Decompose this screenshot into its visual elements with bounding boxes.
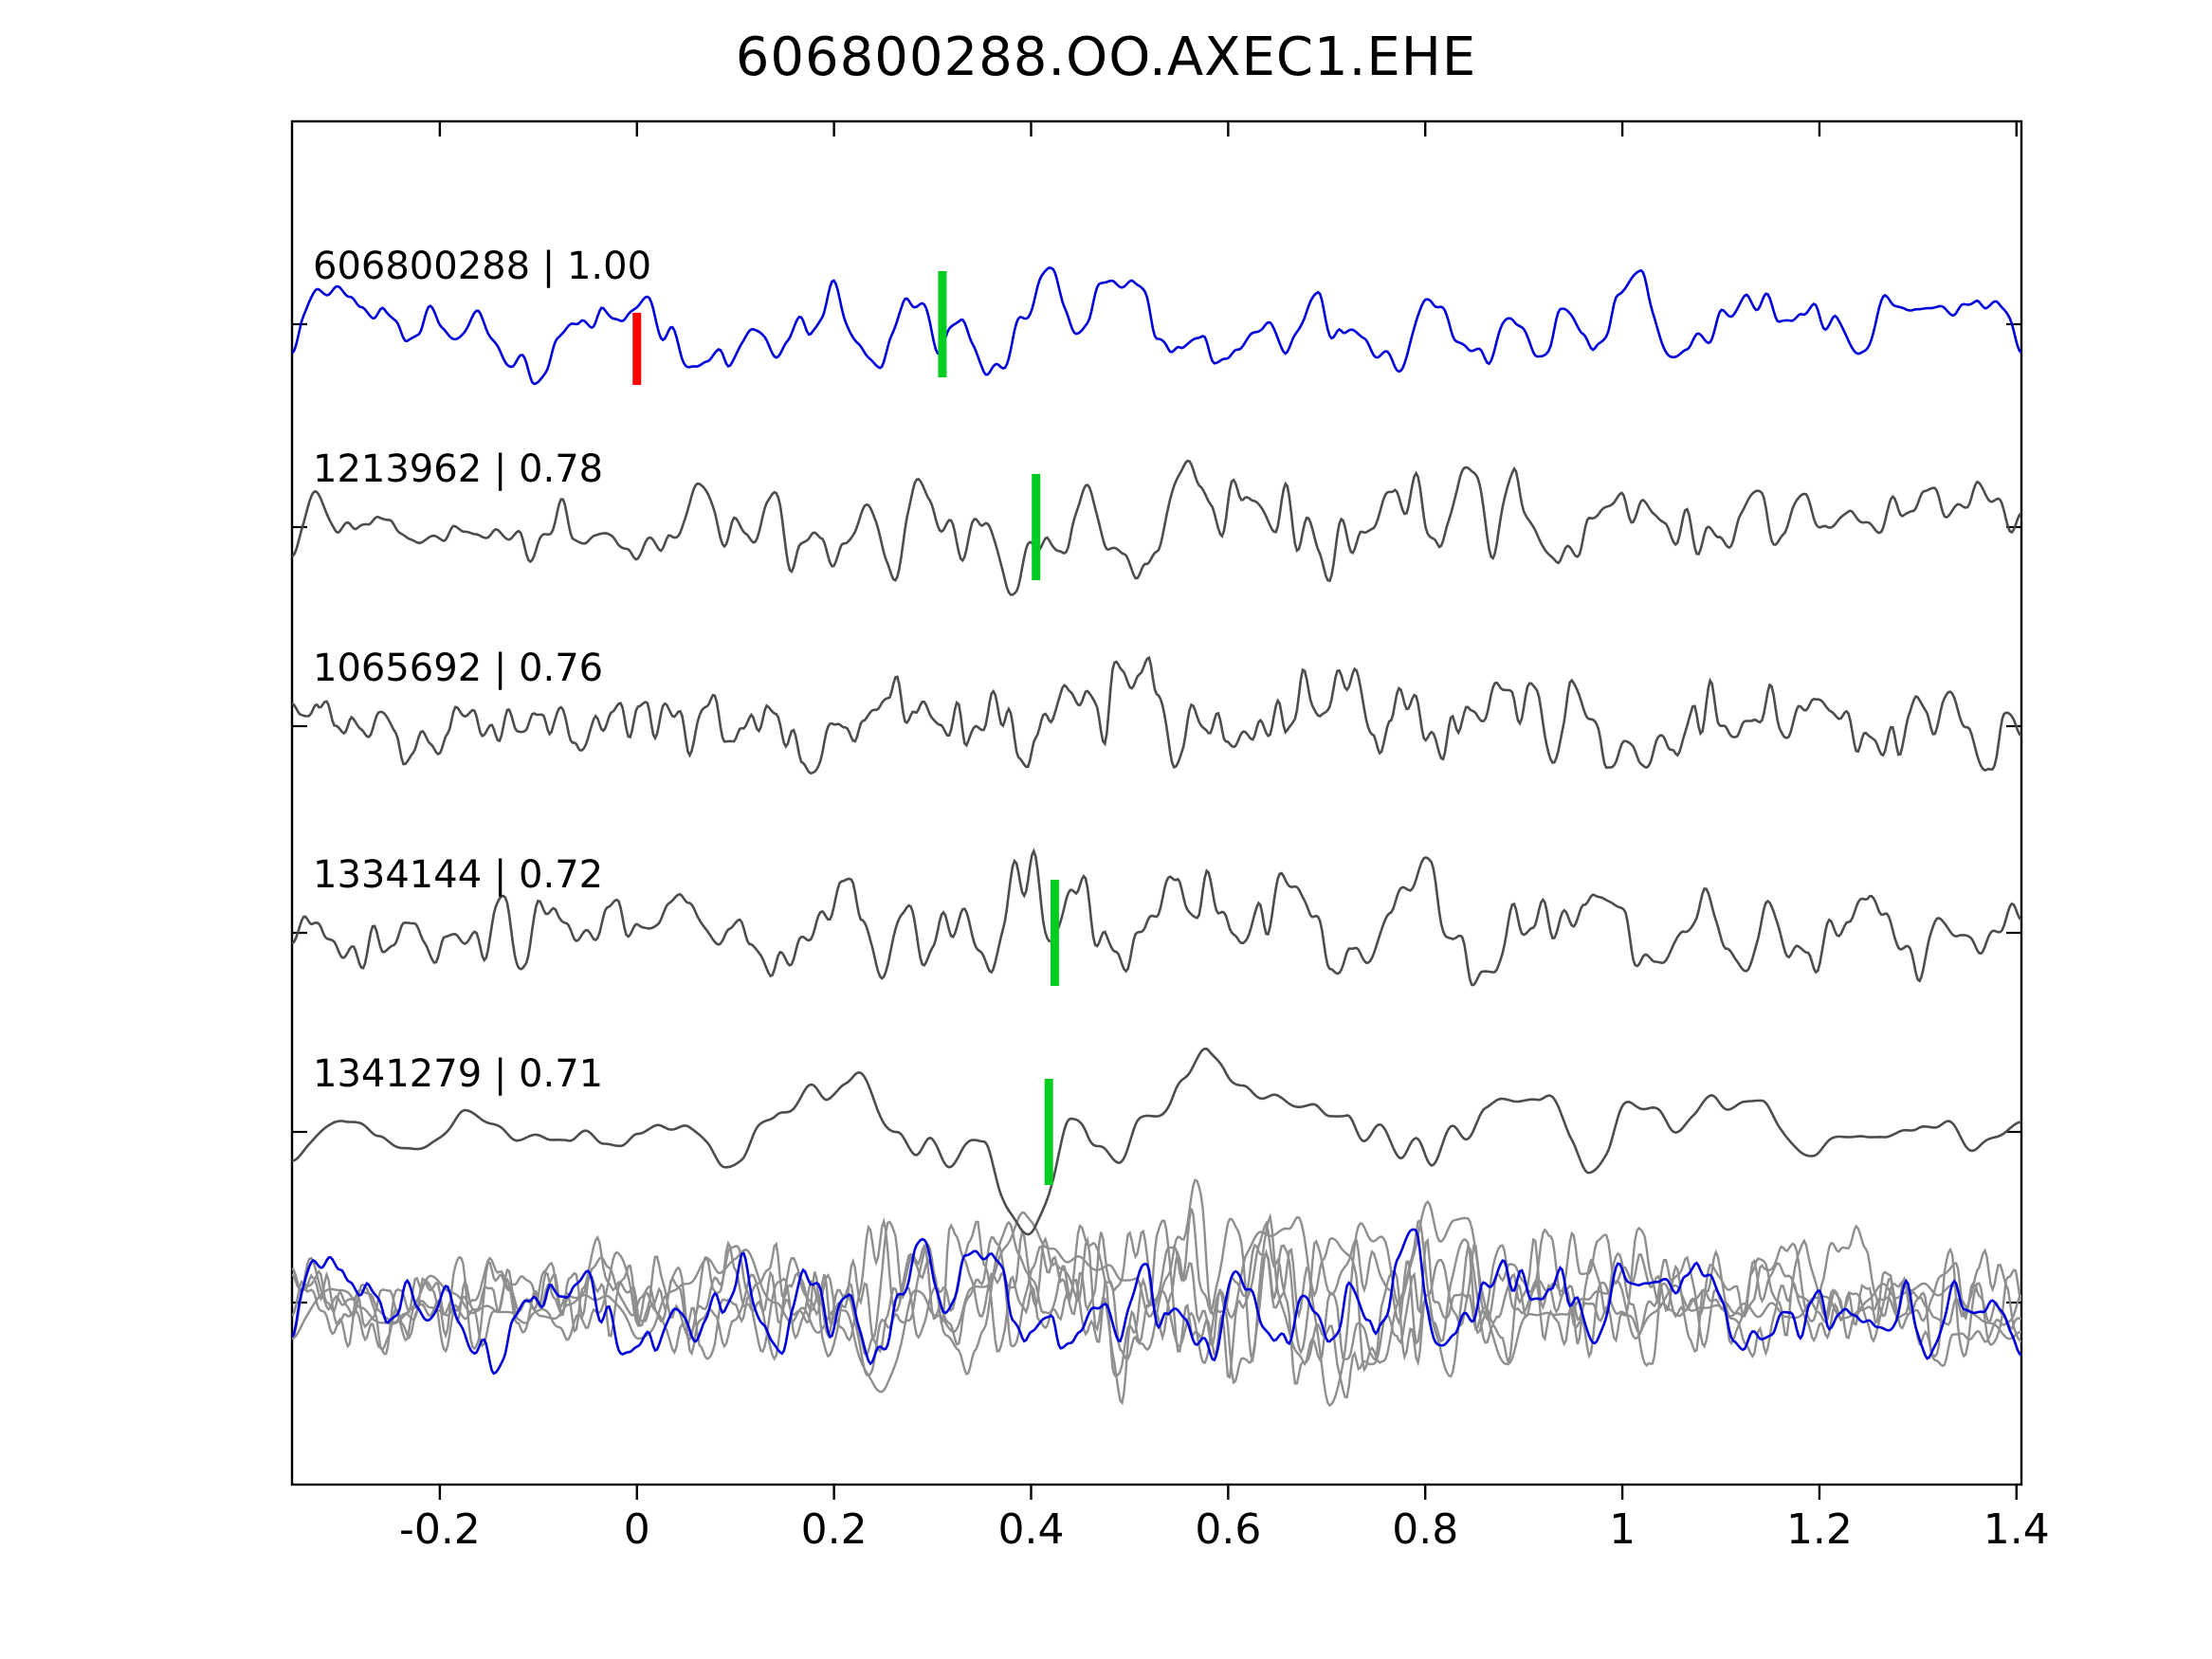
overlay-gray-trace: [292, 1219, 2021, 1399]
trace-line-1065692: [292, 655, 2021, 775]
x-tick-label: 0: [624, 1505, 650, 1554]
trace-label-1065692: 1065692 | 0.76: [313, 647, 603, 690]
x-tick-label: 0.4: [997, 1505, 1064, 1554]
trace-line-1213962: [292, 459, 2021, 596]
trace-line-1334144: [292, 848, 2021, 987]
trace-label-1341279: 1341279 | 0.71: [313, 1052, 603, 1096]
x-tick-label: 0.6: [1195, 1505, 1261, 1554]
trace-line-606800288: [292, 266, 2021, 386]
x-tick-label: -0.2: [399, 1505, 481, 1554]
x-tick-label: 0.2: [801, 1505, 868, 1554]
trace-area: 606800288 | 1.00 1213962 | 0.78 1065692 | …: [292, 245, 2021, 1408]
trace-label-1213962: 1213962 | 0.78: [313, 447, 603, 491]
x-tick-label: 0.8: [1392, 1505, 1458, 1554]
x-tick-label: 1.4: [1983, 1505, 2050, 1554]
trace-label-606800288: 606800288 | 1.00: [313, 245, 651, 288]
x-tick-label: 1: [1609, 1505, 1636, 1554]
trace-line-1341279: [292, 1047, 2021, 1236]
x-tick-label: 1.2: [1786, 1505, 1853, 1554]
trace-label-1334144: 1334144 | 0.72: [313, 853, 603, 897]
overlay-template-trace: [292, 1228, 2021, 1376]
chart-title: 606800288.OO.AXEC1.EHE: [735, 27, 1477, 88]
axes-box: [290, 119, 2023, 1486]
